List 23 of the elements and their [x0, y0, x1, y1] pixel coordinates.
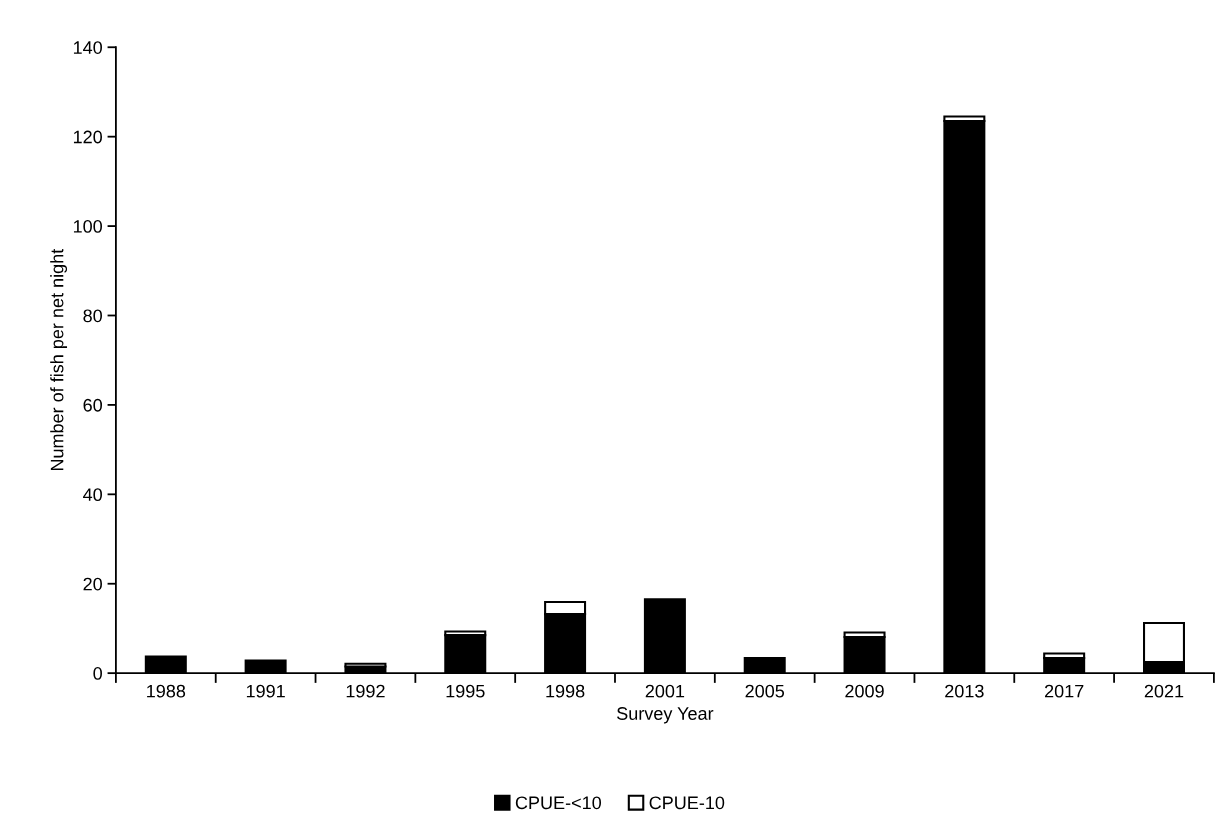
- x-tick-label: 1992: [346, 684, 385, 698]
- y-axis-title: Number of fish per net night: [50, 248, 68, 471]
- x-tick-label: 2021: [1144, 684, 1184, 698]
- x-tick-label: 2017: [1045, 684, 1084, 698]
- legend-label: CPUE-10: [649, 796, 725, 810]
- x-tick-label: 1998: [546, 684, 585, 698]
- x-axis-title: Survey Year: [617, 707, 714, 724]
- y-tick-label: 0: [93, 667, 102, 680]
- x-tick-label: 2001: [645, 684, 685, 698]
- y-tick-label: 40: [83, 488, 102, 502]
- y-tick-label: 140: [73, 41, 102, 54]
- x-tick-label: 1995: [446, 684, 485, 698]
- x-tick-label: 2005: [745, 684, 785, 698]
- x-tick-label: 2013: [945, 684, 984, 698]
- y-tick-label: 100: [73, 220, 102, 233]
- x-tick-label: 1991: [246, 684, 285, 698]
- y-tick-label: 20: [83, 577, 102, 591]
- legend-label: CPUE-<10: [515, 796, 602, 810]
- y-tick-label: 80: [83, 309, 102, 323]
- y-tick-label: 120: [73, 130, 102, 144]
- y-tick-label: 60: [83, 398, 102, 412]
- x-tick-label: 2009: [845, 684, 884, 698]
- x-tick-label: 1988: [147, 684, 186, 698]
